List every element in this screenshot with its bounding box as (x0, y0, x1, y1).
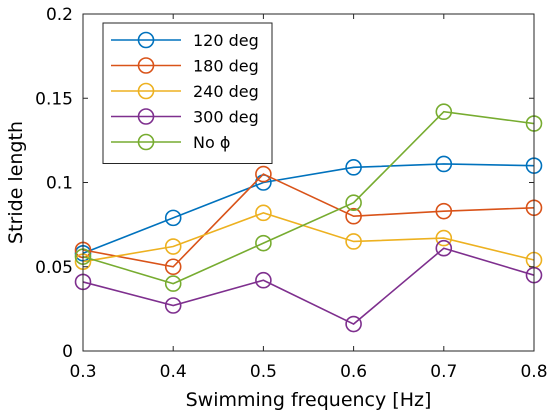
legend-swatch-marker (137, 31, 155, 49)
legend-label: No ϕ (193, 133, 230, 152)
series-line (82, 163, 535, 255)
legend-item: 120 deg (111, 31, 259, 50)
data-point (255, 234, 272, 252)
data-point (345, 207, 362, 225)
y-tick-label: 0.15 (35, 89, 73, 109)
x-tick-label: 0.8 (520, 362, 547, 382)
y-tick-label: 0.05 (35, 258, 73, 278)
legend-swatch-marker (137, 82, 155, 100)
series-line (82, 211, 535, 263)
data-point (435, 155, 453, 173)
series-line (82, 247, 535, 325)
y-tick-label: 0 (62, 342, 73, 362)
legend-item: 300 deg (111, 108, 259, 127)
data-point (164, 297, 182, 314)
x-tick-label: 0.5 (250, 362, 277, 382)
ticks-layer: 0.3 0.4 0.5 0.6 0.7 0.8 0 0.05 0.1 0.15 0.2 (35, 5, 547, 382)
legend-box (102, 22, 273, 164)
x-tick-label: 0.4 (160, 362, 187, 382)
x-tick-label: 0.6 (340, 362, 367, 382)
data-point (255, 271, 272, 289)
data-point (435, 202, 453, 220)
data-point (435, 239, 453, 257)
data-point (164, 238, 182, 255)
x-tick-label: 0.3 (69, 362, 96, 382)
series-line (82, 173, 535, 268)
x-axis-label: Swimming frequency [Hz] (186, 389, 432, 411)
legend-item: 240 deg (111, 82, 259, 101)
legend: 120 deg 180 deg 240 deg 300 deg No ϕ (102, 22, 273, 164)
legend-swatch-marker (137, 108, 155, 125)
data-point (345, 315, 362, 333)
legend-item: 180 deg (111, 57, 259, 76)
data-point (345, 233, 362, 250)
data-point (435, 103, 453, 121)
y-tick-label: 0.1 (46, 174, 73, 194)
data-point (255, 165, 272, 183)
legend-item: No ϕ (111, 133, 230, 152)
data-point (345, 194, 362, 212)
legend-label: 180 deg (193, 57, 259, 76)
series-line (82, 110, 535, 285)
data-point (164, 258, 182, 276)
legend-label: 120 deg (193, 31, 259, 50)
data-point (255, 204, 272, 222)
legend-label: 240 deg (193, 82, 259, 101)
x-tick-label: 0.7 (430, 362, 457, 382)
data-point (435, 229, 453, 247)
data-point (164, 275, 182, 292)
y-tick-label: 0.2 (46, 5, 73, 25)
data-point (164, 209, 182, 227)
y-axis-label: Stride length (5, 121, 27, 244)
legend-swatch-marker (137, 133, 155, 151)
data-point (345, 159, 362, 176)
legend-label: 300 deg (193, 108, 259, 127)
legend-swatch-marker (137, 57, 155, 74)
